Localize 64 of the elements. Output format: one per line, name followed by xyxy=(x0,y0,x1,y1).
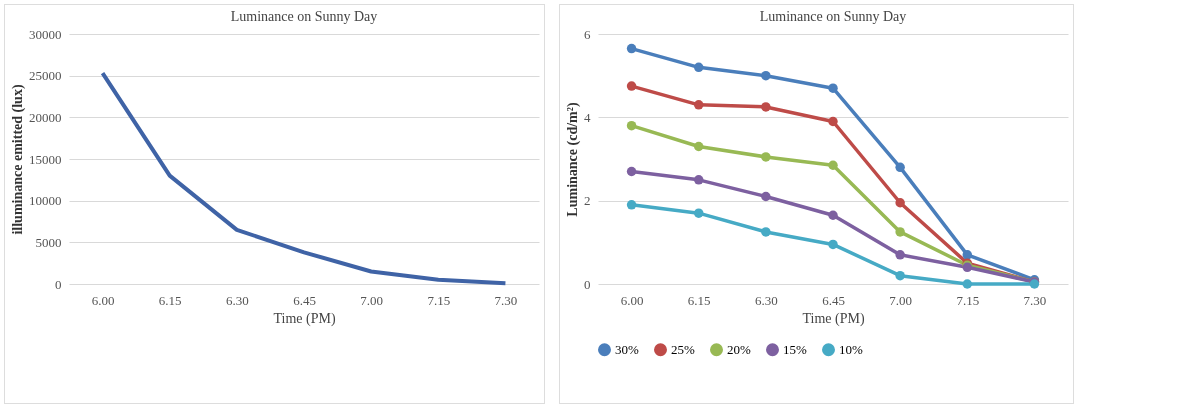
point xyxy=(895,198,905,208)
x-axis-title: Time (PM) xyxy=(273,310,336,327)
x-tick-label: 6.15 xyxy=(687,292,711,308)
x-tick-label: 7.15 xyxy=(427,292,451,308)
x-tick-label: 6.30 xyxy=(225,292,249,308)
y-tick-label: 2 xyxy=(584,193,591,209)
y-tick-label: 25000 xyxy=(29,68,62,84)
point xyxy=(962,279,973,289)
x-tick-label: 6.15 xyxy=(158,292,182,308)
x-tick-label: 6.00 xyxy=(91,292,115,308)
y-axis-title: illuminance emitted (lux) xyxy=(10,84,26,235)
point xyxy=(761,70,771,81)
x-tick-label: 7.00 xyxy=(360,292,384,308)
x-tick-label: 7.00 xyxy=(889,292,913,308)
point xyxy=(761,152,771,162)
line-series xyxy=(100,71,508,286)
point xyxy=(693,62,704,73)
y-tick-label: 30000 xyxy=(29,26,62,42)
point xyxy=(761,191,771,202)
legend-label: 15% xyxy=(783,341,807,357)
y-tick-label: 4 xyxy=(584,109,591,125)
y-tick-label: 10000 xyxy=(29,193,62,209)
y-tick-label: 0 xyxy=(584,276,591,292)
x-tick-label: 7.30 xyxy=(1023,292,1047,308)
y-tick-label: 15000 xyxy=(29,151,62,167)
chart-title: Luminance on Sunny Day xyxy=(230,9,378,24)
point xyxy=(626,81,637,91)
point xyxy=(895,162,905,173)
point xyxy=(828,116,838,127)
point xyxy=(828,210,838,220)
point xyxy=(895,250,905,260)
point xyxy=(693,175,704,185)
point xyxy=(828,83,838,93)
legend-label: 30% xyxy=(615,341,639,357)
point xyxy=(962,250,973,260)
point xyxy=(693,100,704,110)
y-tick-label: 20000 xyxy=(29,109,62,125)
chart-title: Luminance on Sunny Day xyxy=(759,9,907,24)
x-tick-label: 6.45 xyxy=(293,292,316,308)
point xyxy=(761,102,771,112)
legend-label: 20% xyxy=(727,341,751,357)
point xyxy=(693,208,704,218)
y-axis-title: Luminance (cd/m²) xyxy=(565,102,581,217)
point xyxy=(693,141,704,152)
point xyxy=(626,166,637,177)
x-tick-label: 6.30 xyxy=(754,292,778,308)
x-tick-label: 6.00 xyxy=(620,292,644,308)
y-tick-label: 5000 xyxy=(35,234,62,250)
point xyxy=(761,227,771,237)
x-tick-label: 7.30 xyxy=(494,292,518,308)
legend-label: 25% xyxy=(671,341,695,357)
x-axis-title: Time (PM) xyxy=(802,310,865,327)
y-tick-label: 0 xyxy=(55,276,62,292)
legend-label: 10% xyxy=(839,341,863,357)
point xyxy=(895,227,905,237)
x-tick-label: 7.15 xyxy=(956,292,980,308)
point xyxy=(828,239,838,250)
point xyxy=(626,120,637,131)
y-tick-label: 6 xyxy=(584,26,591,42)
point xyxy=(626,200,637,210)
point xyxy=(626,43,637,54)
point xyxy=(895,270,905,281)
x-tick-label: 6.45 xyxy=(822,292,845,308)
point xyxy=(828,160,838,170)
